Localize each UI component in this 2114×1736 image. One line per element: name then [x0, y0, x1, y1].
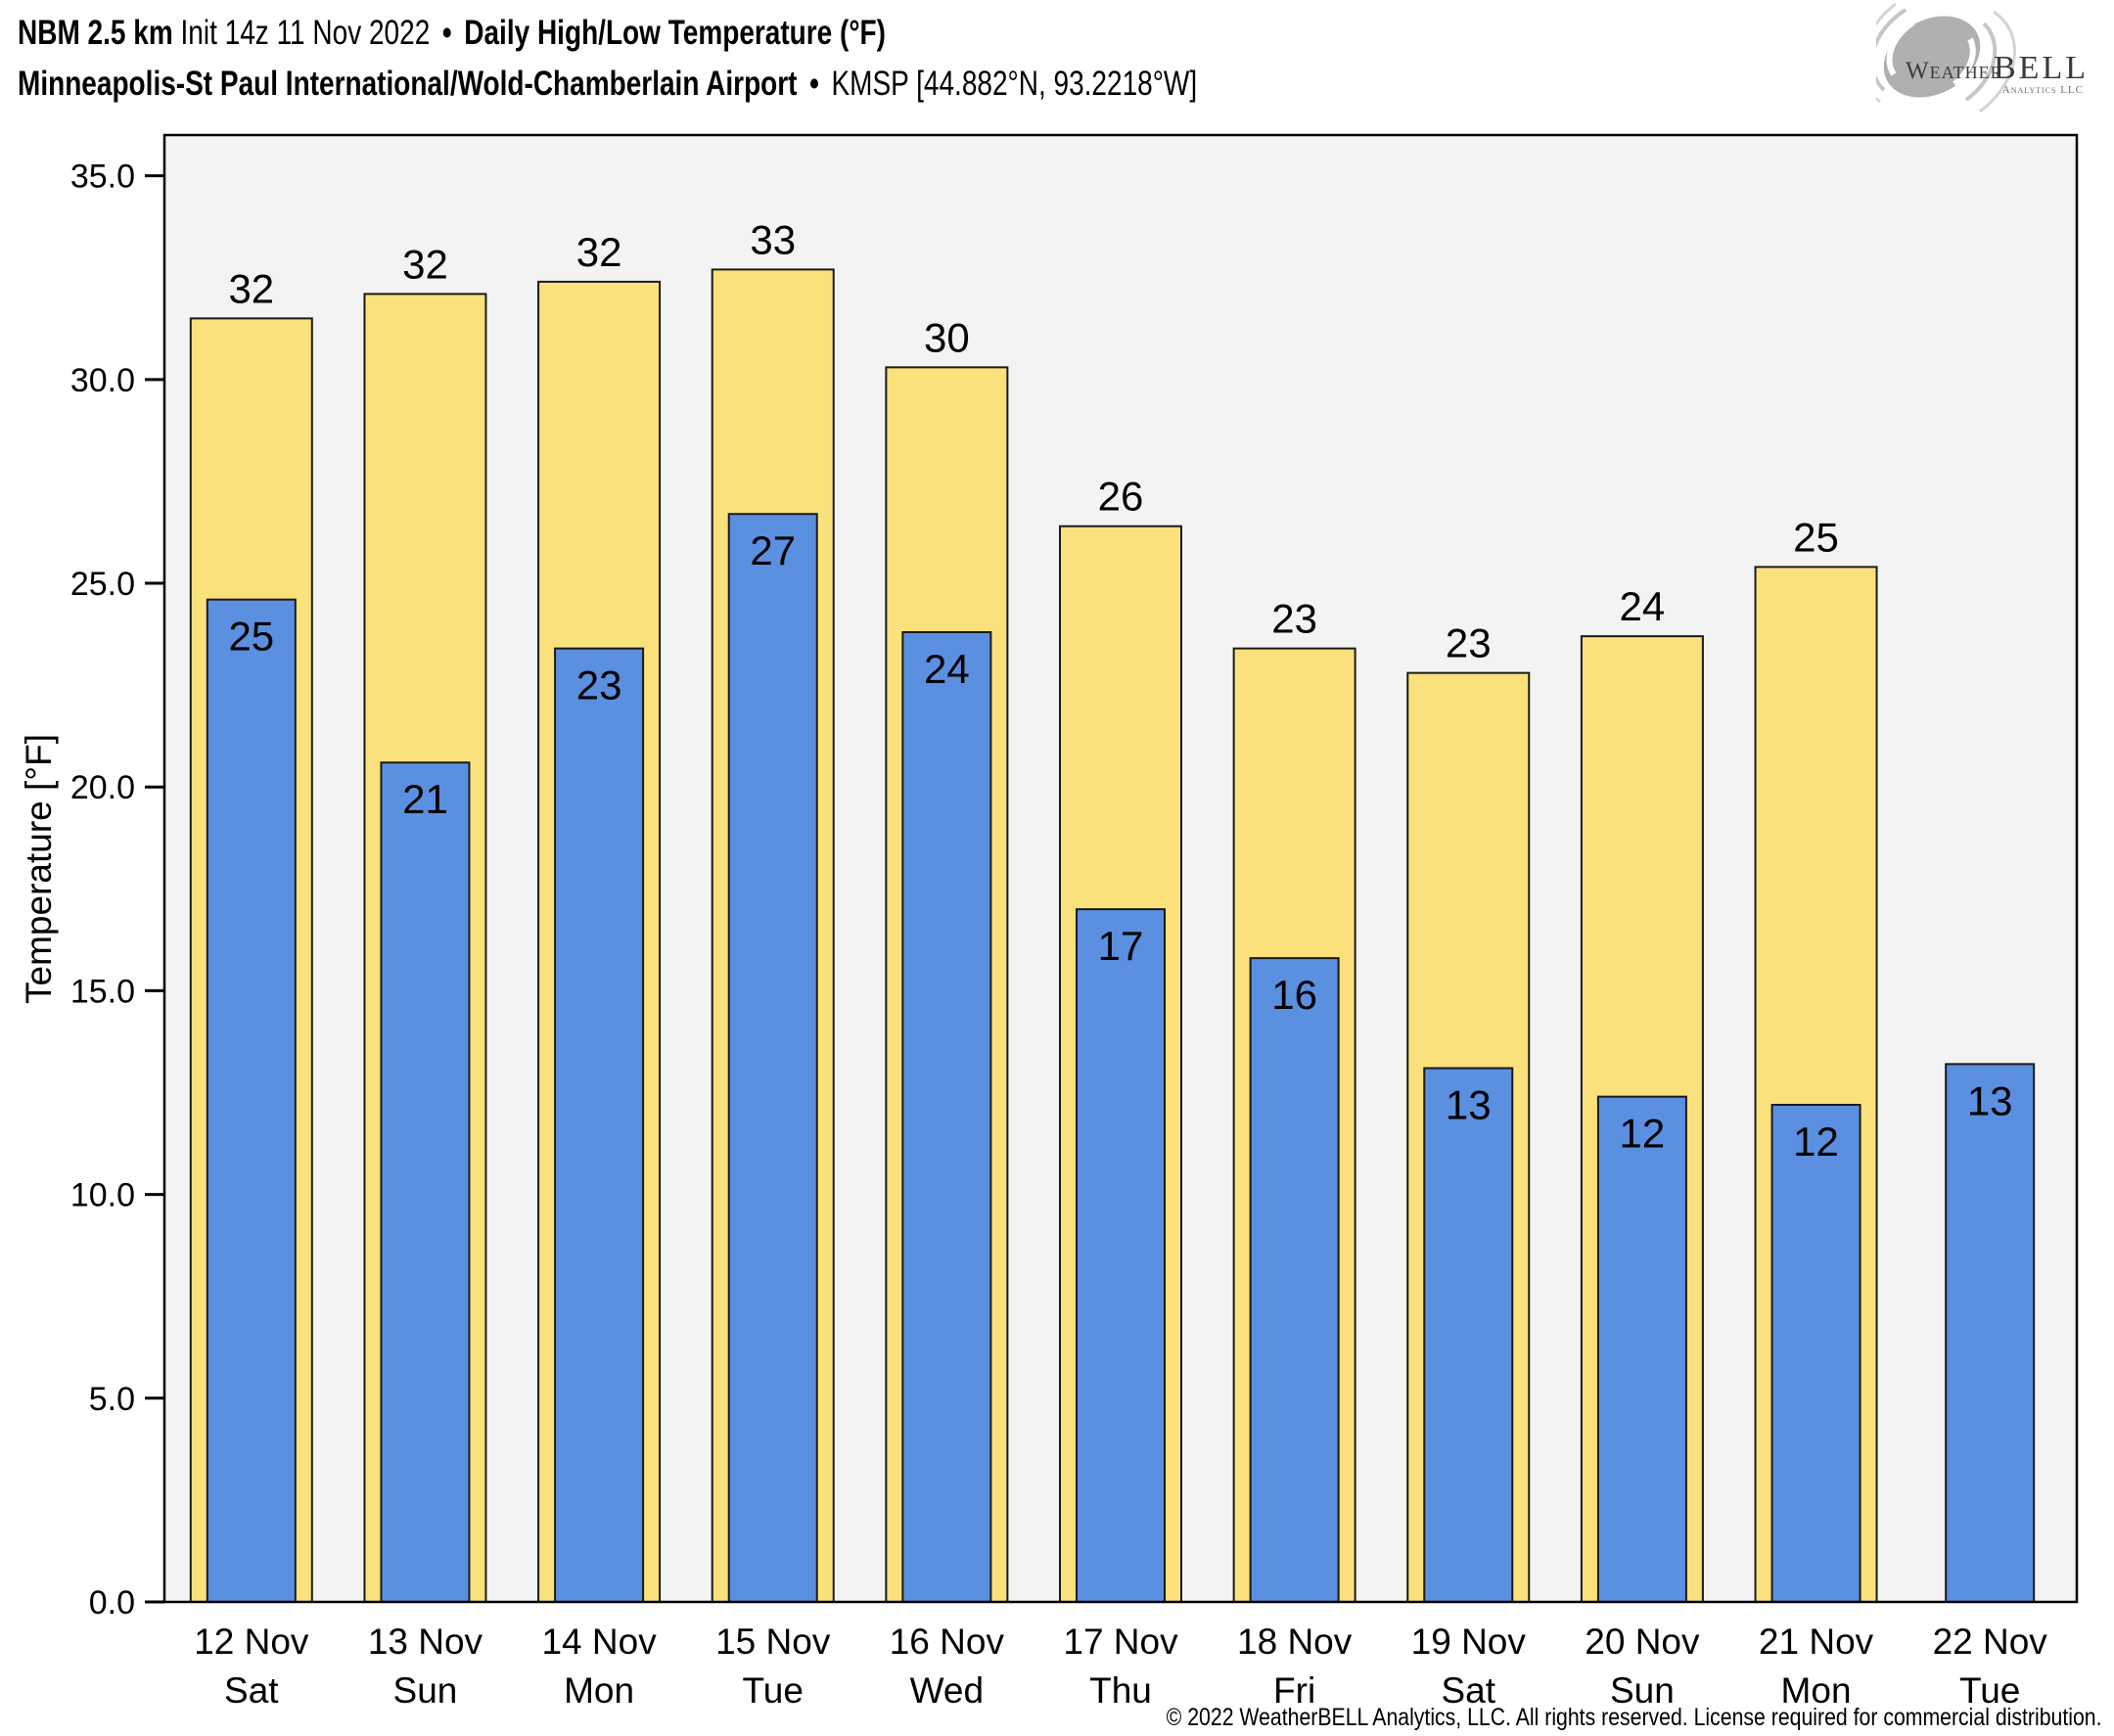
x-tick-date: 16 Nov	[890, 1622, 1005, 1662]
x-tick-day: Sun	[1610, 1670, 1675, 1711]
x-axis-labels: 12 Nov Sat 13 Nov Sun 14 Nov Mon 15 Nov Tue 16 N…	[194, 1622, 2047, 1711]
high-value-label: 33	[750, 216, 796, 262]
high-value-label: 30	[924, 314, 970, 360]
high-value-label: 32	[228, 265, 274, 311]
x-tick-date: 21 Nov	[1759, 1622, 1874, 1662]
y-tick-label: 20.0	[70, 769, 135, 806]
chart-header: NBM 2.5 km Init 14z 11 Nov 2022 • Daily …	[18, 8, 1197, 110]
model-name: NBM 2.5 km	[18, 14, 173, 52]
high-value-label: 32	[576, 229, 622, 275]
high-value-label: 23	[1271, 596, 1317, 642]
x-tick-date: 22 Nov	[1933, 1622, 2048, 1662]
low-value-label: 27	[750, 527, 796, 573]
low-bar	[554, 647, 645, 1603]
x-tick-day: Sun	[393, 1670, 458, 1711]
logo-bell-text: BELL	[1994, 50, 2089, 86]
title-line-2: Minneapolis-St Paul International/Wold-C…	[18, 59, 1197, 110]
logo-subtext: Analytics LLC	[2002, 84, 2084, 96]
y-axis-title: Temperature [°F]	[19, 734, 59, 1004]
low-value-label: 16	[1271, 972, 1317, 1018]
low-bar	[1249, 957, 1340, 1603]
x-tick-date: 17 Nov	[1063, 1622, 1178, 1662]
low-value-label: 21	[402, 776, 448, 822]
high-value-label: 25	[1793, 514, 1839, 560]
plot-border	[162, 133, 2079, 1604]
copyright-notice: © 2022 WeatherBELL Analytics, LLC. All r…	[1167, 1704, 2102, 1731]
x-tick-date: 19 Nov	[1411, 1622, 1527, 1662]
y-tick-label: 35.0	[70, 159, 135, 196]
y-tick-label: 10.0	[70, 1177, 135, 1214]
x-tick-day: Sat	[224, 1670, 279, 1711]
low-bar	[1596, 1095, 1687, 1603]
x-tick-day: Mon	[564, 1670, 634, 1711]
y-tick-label: 5.0	[89, 1381, 135, 1418]
low-value-label: 17	[1098, 923, 1144, 969]
low-value-label: 12	[1793, 1119, 1839, 1165]
plot-frame	[162, 133, 2079, 1604]
y-tick-label: 0.0	[89, 1584, 135, 1622]
low-bar	[1945, 1063, 2036, 1604]
low-value-label: 13	[1967, 1077, 2013, 1123]
x-tick-day: Wed	[910, 1670, 984, 1711]
weatherbell-logo: Weather BELL Analytics LLC	[1876, 2, 2089, 114]
low-bar	[1076, 908, 1166, 1603]
x-tick-day: Tue	[1959, 1670, 2020, 1711]
x-tick-day: Mon	[1781, 1670, 1852, 1711]
low-bar	[727, 513, 818, 1603]
station-id: KMSP [44.882°N, 93.2218°W]	[831, 65, 1198, 103]
y-tick-label: 15.0	[70, 973, 135, 1010]
x-tick-day: Thu	[1089, 1670, 1152, 1711]
x-tick-day: Tue	[743, 1670, 804, 1711]
x-tick-date: 18 Nov	[1237, 1622, 1353, 1662]
low-value-label: 23	[576, 662, 622, 708]
low-value-label: 12	[1620, 1111, 1666, 1157]
title-line-1: NBM 2.5 km Init 14z 11 Nov 2022 • Daily …	[18, 8, 1197, 59]
subtitle-separator: •	[809, 65, 819, 103]
bars-layer: 32 25 32 21 32 23 33 27 30 24 26 17 23 16 23 13 24 12 25 12…	[189, 216, 2036, 1604]
y-axis-ticks: 35.0 30.0 25.0 20.0 15.0 10.0 5.0 0.0	[70, 159, 164, 1622]
title-separator: •	[441, 14, 452, 52]
x-tick-day: Sat	[1441, 1670, 1495, 1711]
high-value-label: 26	[1098, 474, 1144, 520]
high-value-label: 23	[1446, 620, 1492, 666]
low-bar	[1770, 1104, 1861, 1604]
x-tick-date: 14 Nov	[541, 1622, 657, 1662]
x-tick-date: 13 Nov	[368, 1622, 483, 1662]
low-bar	[901, 630, 992, 1603]
y-tick-label: 25.0	[70, 566, 135, 603]
y-tick-label: 30.0	[70, 362, 135, 399]
logo-weather-text: Weather	[1906, 58, 2003, 84]
x-tick-date: 15 Nov	[715, 1622, 831, 1662]
x-tick-day: Fri	[1273, 1670, 1315, 1711]
low-value-label: 13	[1446, 1082, 1492, 1128]
low-value-label: 25	[228, 614, 274, 660]
high-value-label: 32	[402, 241, 448, 287]
init-time: Init 14z 11 Nov 2022	[180, 14, 431, 52]
x-tick-date: 20 Nov	[1585, 1622, 1700, 1662]
low-bar	[380, 761, 471, 1603]
low-bar	[206, 598, 297, 1603]
hurricane-swirl-icon	[1876, 2, 2016, 114]
low-value-label: 24	[924, 646, 970, 692]
x-tick-date: 12 Nov	[194, 1622, 309, 1662]
station-name: Minneapolis-St Paul International/Wold-C…	[18, 65, 798, 103]
product-name: Daily High/Low Temperature (°F)	[464, 14, 886, 52]
high-value-label: 24	[1620, 583, 1666, 629]
low-bar	[1423, 1067, 1514, 1603]
